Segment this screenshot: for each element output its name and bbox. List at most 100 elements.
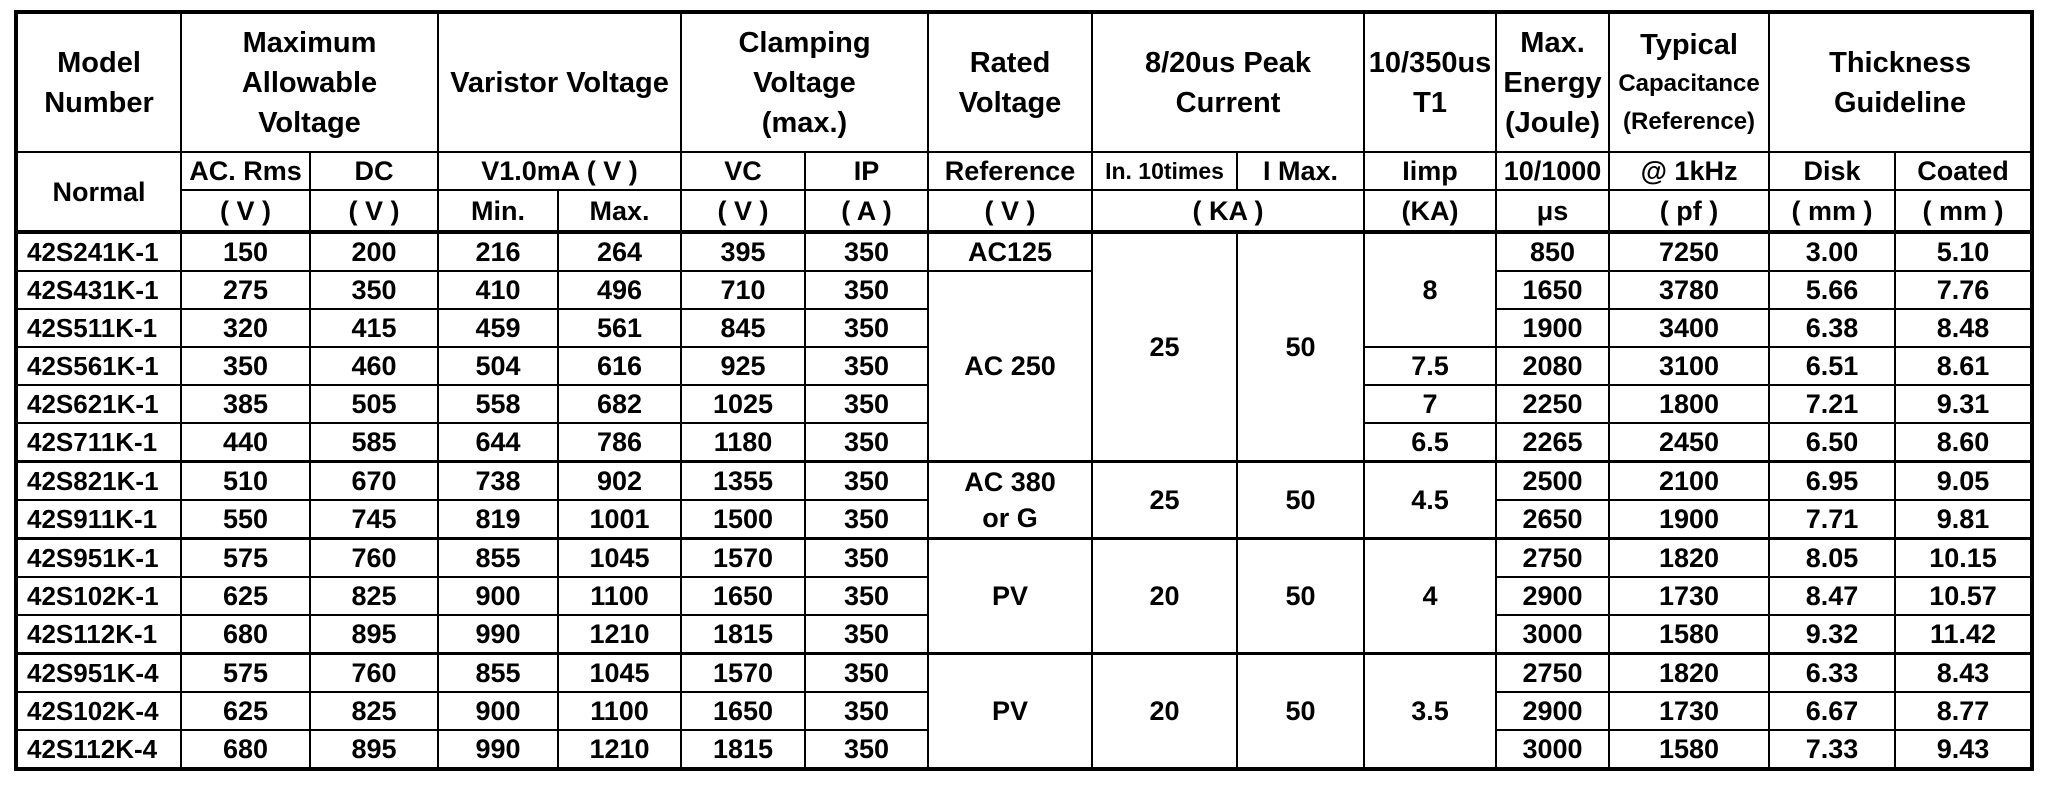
header-line: (Joule): [1505, 106, 1601, 139]
header-subcell: ( A ): [804, 189, 930, 234]
value-cell: 3100: [1608, 346, 1771, 386]
value-cell: 10.15: [1894, 537, 2034, 578]
table-row: 42S102K-1 625 825 900 1100 1650 350 2900 1730 8.4…: [15, 576, 2034, 616]
value-cell: 1100: [557, 576, 683, 616]
value-cell: 670: [308, 460, 440, 501]
header-subcell: @ 1kHz: [1608, 151, 1771, 191]
value-cell: 710: [680, 270, 807, 310]
header-group-cell: Max. Energy (Joule): [1495, 11, 1611, 153]
value-cell: 7.21: [1768, 384, 1897, 424]
value-cell: 2100: [1608, 460, 1771, 501]
value-cell: 1900: [1608, 499, 1771, 540]
table-row: 42S431K-1 275 350 410 496 710 350 AC 250 1650 378…: [15, 270, 2034, 463]
value-cell: 350: [804, 346, 930, 386]
model-cell: 42S102K-1: [15, 576, 182, 616]
value-cell: 8.60: [1894, 422, 2034, 463]
header-line: 8/20us Peak: [1144, 46, 1312, 79]
header-line: Voltage: [258, 106, 361, 139]
value-cell: 575: [180, 652, 311, 693]
header-group-cell: Varistor Voltage: [437, 11, 683, 153]
header-group-cell: 10/350us T1: [1363, 11, 1498, 153]
value-cell: 6.95: [1768, 460, 1897, 501]
value-cell: 350: [804, 576, 930, 616]
value-cell: 9.32: [1768, 614, 1897, 655]
value-cell: 25: [1091, 231, 1239, 463]
header-line: Rated: [969, 46, 1051, 79]
header-line: (max.): [761, 106, 848, 139]
value-cell: 855: [437, 537, 560, 578]
header-line: Voltage: [958, 86, 1062, 119]
value-cell: 760: [308, 537, 440, 578]
model-cell: 42S951K-1: [15, 537, 182, 578]
value-cell: 585: [308, 422, 440, 463]
value-cell: 350: [804, 270, 930, 310]
value-cell: 1570: [680, 537, 807, 578]
model-cell: 42S241K-1: [15, 231, 182, 272]
value-cell: 350: [804, 460, 930, 501]
value-cell: 900: [437, 691, 560, 731]
table-row: 42S241K-1 150 200 216 264 395 350 AC125 25 50 8 850…: [15, 231, 2034, 463]
value-cell: 895: [308, 614, 440, 655]
value-cell: 1730: [1608, 576, 1771, 616]
header-subcell: In. 10times: [1091, 151, 1239, 191]
table-row: 42S112K-4 680 895 990 1210 1815 350 3000 1580 7.3…: [15, 729, 2034, 770]
header-subcell: ( KA ): [1091, 189, 1366, 234]
value-cell: AC 380 or G: [927, 460, 1094, 540]
value-cell: 1820: [1608, 537, 1771, 578]
value-cell: 990: [437, 729, 560, 770]
value-cell: 7: [1363, 384, 1498, 424]
value-cell: 320: [180, 308, 311, 348]
value-cell: 1650: [680, 576, 807, 616]
value-cell: 6.38: [1768, 308, 1897, 348]
value-cell: PV: [927, 537, 1094, 655]
value-cell: 1100: [557, 691, 683, 731]
value-cell: 2750: [1495, 537, 1611, 578]
value-cell: 460: [308, 346, 440, 386]
value-cell: 3780: [1608, 270, 1771, 310]
value-cell: 625: [180, 691, 311, 731]
value-cell: 350: [804, 691, 930, 731]
value-cell: 350: [804, 652, 930, 693]
value-cell: 2080: [1495, 346, 1611, 386]
header-line: Voltage: [753, 66, 856, 99]
value-cell: 786: [557, 422, 683, 463]
value-cell: 680: [180, 729, 311, 770]
header-subcell: ( mm ): [1894, 189, 2034, 234]
header-line: Number: [44, 86, 154, 119]
table-row: 42S561K-1 350 460 504 616 925 350 7.5 2080 3100 6.…: [15, 346, 2034, 386]
value-cell: 1570: [680, 652, 807, 693]
value-cell: AC 250: [927, 270, 1094, 463]
value-cell: 2450: [1608, 422, 1771, 463]
value-cell: 350: [308, 270, 440, 310]
value-cell: 1210: [557, 729, 683, 770]
model-cell: 42S511K-1: [15, 308, 182, 348]
table-body: 42S241K-1 150 200 216 264 395 350 AC125 25 50 8 850…: [15, 231, 2034, 770]
value-cell: 50: [1236, 652, 1366, 770]
value-cell: 6.51: [1768, 346, 1897, 386]
value-cell: 1800: [1608, 384, 1771, 424]
model-cell: 42S431K-1: [15, 270, 182, 310]
model-cell: 42S112K-4: [15, 729, 182, 770]
value-cell: 4: [1363, 537, 1498, 655]
value-cell: 4.5: [1363, 460, 1498, 540]
value-cell: 9.81: [1894, 499, 2034, 540]
header-subcell: Min.: [437, 189, 560, 234]
value-cell: 680: [180, 614, 311, 655]
header-subcell: Normal: [15, 151, 182, 234]
header-line: Guideline: [1833, 86, 1967, 119]
value-cell: 558: [437, 384, 560, 424]
value-cell: 3400: [1608, 308, 1771, 348]
value-cell: 50: [1236, 460, 1366, 540]
value-cell: 440: [180, 422, 311, 463]
value-cell: 7.5: [1363, 346, 1498, 386]
value-cell: 200: [308, 231, 440, 272]
value-cell: 845: [680, 308, 807, 348]
value-cell: 1820: [1608, 652, 1771, 693]
value-cell: 1180: [680, 422, 807, 463]
value-cell: 1815: [680, 729, 807, 770]
value-cell: 350: [804, 231, 930, 272]
value-cell: 1210: [557, 614, 683, 655]
value-cell: 505: [308, 384, 440, 424]
header-subcell: 10/1000: [1495, 151, 1611, 191]
value-cell: 216: [437, 231, 560, 272]
